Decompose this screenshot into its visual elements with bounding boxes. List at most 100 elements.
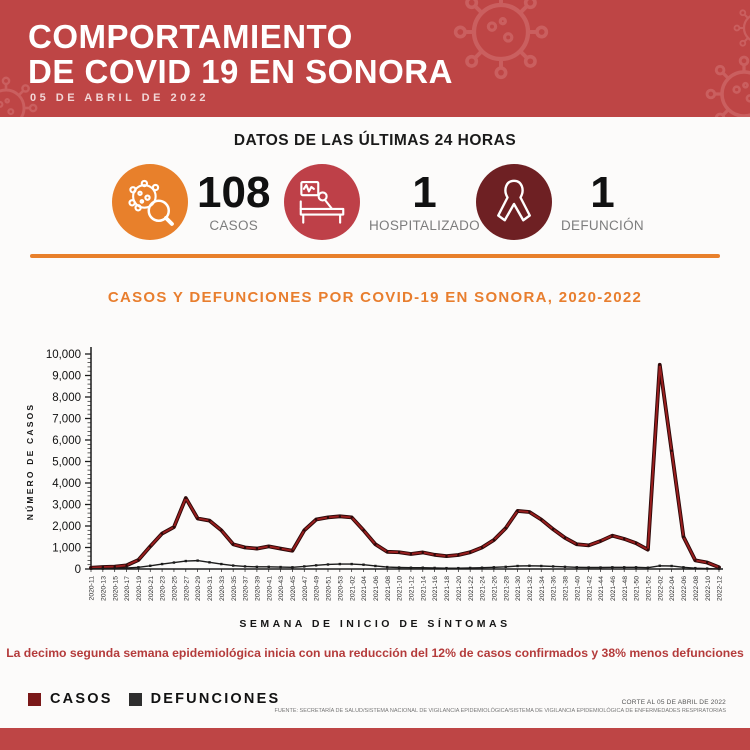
svg-text:2021-26: 2021-26 xyxy=(491,576,498,601)
header-banner: COMPORTAMIENTO DE COVID 19 EN SONORA 05 … xyxy=(0,0,750,117)
orange-divider xyxy=(30,254,720,258)
summary-note: La decimo segunda semana epidemiológica … xyxy=(6,646,744,660)
svg-text:2021-12: 2021-12 xyxy=(409,576,416,601)
chart-legend: CASOS DEFUNCIONES xyxy=(28,691,296,707)
svg-text:2021-04: 2021-04 xyxy=(361,576,368,601)
virus-decoration-icon xyxy=(733,3,750,53)
virus-decoration-icon xyxy=(705,55,750,117)
svg-text:2021-08: 2021-08 xyxy=(385,576,392,601)
svg-text:2020-27: 2020-27 xyxy=(183,576,190,601)
svg-text:2021-34: 2021-34 xyxy=(539,576,546,601)
hospitalized-24h-value: 1 xyxy=(412,168,437,217)
svg-text:2021-02: 2021-02 xyxy=(349,576,356,601)
svg-text:2020-41: 2020-41 xyxy=(266,576,273,601)
svg-text:2020-51: 2020-51 xyxy=(326,576,333,601)
deaths-legend-label: DEFUNCIONES xyxy=(150,691,281,707)
svg-text:0: 0 xyxy=(75,564,81,576)
svg-text:2021-36: 2021-36 xyxy=(551,576,558,601)
cases-24h-label: CASOS xyxy=(209,218,259,233)
hospitalized-24h-label: HOSPITALIZADO xyxy=(369,218,480,233)
svg-text:2022-10: 2022-10 xyxy=(705,576,712,601)
cutoff-date-text: CORTE AL 05 DE ABRIL DE 2022 xyxy=(621,699,726,706)
svg-text:2020-11: 2020-11 xyxy=(89,576,96,601)
page-title: COMPORTAMIENTO DE COVID 19 EN SONORA xyxy=(28,18,453,90)
svg-text:2020-39: 2020-39 xyxy=(254,576,261,601)
svg-text:2021-16: 2021-16 xyxy=(432,576,439,601)
svg-text:6,000: 6,000 xyxy=(52,435,81,447)
svg-text:5,000: 5,000 xyxy=(52,457,81,469)
svg-text:2020-17: 2020-17 xyxy=(124,576,131,601)
deaths-legend-swatch xyxy=(128,692,142,706)
svg-text:2021-24: 2021-24 xyxy=(480,576,487,601)
svg-text:2022-02: 2022-02 xyxy=(657,576,664,601)
svg-text:2022-12: 2022-12 xyxy=(717,576,724,601)
awareness-ribbon-icon xyxy=(476,164,552,240)
x-axis-title: SEMANA DE INICIO DE SÍNTOMAS xyxy=(239,618,511,630)
svg-text:2021-50: 2021-50 xyxy=(634,576,641,601)
svg-text:2021-46: 2021-46 xyxy=(610,576,617,601)
svg-text:2020-15: 2020-15 xyxy=(112,576,119,601)
stat-cases-24h: 108 CASOS xyxy=(112,164,270,240)
svg-text:2021-14: 2021-14 xyxy=(420,576,427,601)
svg-text:2021-22: 2021-22 xyxy=(468,576,475,601)
svg-text:2021-30: 2021-30 xyxy=(515,576,522,601)
svg-text:2020-37: 2020-37 xyxy=(243,576,250,601)
svg-text:2021-40: 2021-40 xyxy=(574,576,581,601)
svg-text:10,000: 10,000 xyxy=(46,349,81,361)
svg-text:2020-23: 2020-23 xyxy=(160,576,167,601)
svg-text:2021-44: 2021-44 xyxy=(598,576,605,601)
svg-text:2020-13: 2020-13 xyxy=(100,576,107,601)
svg-text:7,000: 7,000 xyxy=(52,414,81,426)
svg-text:8,000: 8,000 xyxy=(52,392,81,404)
y-axis-title: NÚMERO DE CASOS xyxy=(24,403,35,521)
svg-text:2022-06: 2022-06 xyxy=(681,576,688,601)
page-title-line1: COMPORTAMIENTO xyxy=(28,18,353,55)
svg-text:2021-20: 2021-20 xyxy=(456,576,463,601)
page-title-line2: DE COVID 19 EN SONORA xyxy=(28,52,453,90)
stat-hospitalized-24h: 1 HOSPITALIZADO xyxy=(284,164,480,240)
svg-text:2021-28: 2021-28 xyxy=(503,576,510,601)
svg-text:2021-52: 2021-52 xyxy=(646,576,653,601)
chart-title: CASOS Y DEFUNCIONES POR COVID-19 EN SONO… xyxy=(107,289,643,306)
svg-text:2020-49: 2020-49 xyxy=(314,576,321,601)
stat-deaths-24h: 1 DEFUNCIÓN xyxy=(476,164,644,240)
source-text: FUENTE: SECRETARÍA DE SALUD/SISTEMA NACI… xyxy=(274,708,726,714)
report-date: 05 DE ABRIL DE 2022 xyxy=(30,92,209,104)
covid-cases-deaths-line-chart: 0 1,000 2,000 3,000 4,000 5,000 6,000 7,000 8,00… xyxy=(24,347,724,601)
svg-text:2021-48: 2021-48 xyxy=(622,576,629,601)
svg-text:2020-19: 2020-19 xyxy=(136,576,143,601)
hospital-bed-icon xyxy=(284,164,360,240)
deaths-24h-value: 1 xyxy=(590,168,615,217)
bottom-red-bar xyxy=(0,728,750,750)
svg-text:2020-25: 2020-25 xyxy=(172,576,179,601)
svg-text:2022-04: 2022-04 xyxy=(669,576,676,601)
cases-24h-value: 108 xyxy=(197,168,271,217)
svg-text:2021-42: 2021-42 xyxy=(586,576,593,601)
svg-text:9,000: 9,000 xyxy=(52,371,81,383)
svg-text:2021-10: 2021-10 xyxy=(397,576,404,601)
svg-text:2020-35: 2020-35 xyxy=(231,576,238,601)
svg-text:2022-08: 2022-08 xyxy=(693,576,700,601)
svg-text:2020-21: 2020-21 xyxy=(148,576,155,601)
svg-text:2020-31: 2020-31 xyxy=(207,576,214,601)
svg-text:2020-33: 2020-33 xyxy=(219,576,226,601)
cases-legend-swatch xyxy=(28,692,41,706)
svg-text:3,000: 3,000 xyxy=(52,500,81,512)
svg-text:2020-47: 2020-47 xyxy=(302,576,309,601)
footer: CORTE AL 05 DE ABRIL DE 2022 FUENTE: SEC… xyxy=(274,699,726,714)
svg-text:2021-32: 2021-32 xyxy=(527,576,534,601)
svg-text:2020-53: 2020-53 xyxy=(337,576,344,601)
virus-search-icon xyxy=(112,164,188,240)
svg-text:2021-38: 2021-38 xyxy=(563,576,570,601)
svg-text:2020-43: 2020-43 xyxy=(278,576,285,601)
stats-heading: DATOS DE LAS ÚLTIMAS 24 HORAS xyxy=(233,132,517,149)
virus-decoration-icon xyxy=(447,0,555,86)
svg-text:1,000: 1,000 xyxy=(52,543,81,555)
svg-text:2021-06: 2021-06 xyxy=(373,576,380,601)
svg-text:4,000: 4,000 xyxy=(52,478,81,490)
deaths-24h-label: DEFUNCIÓN xyxy=(561,218,644,233)
svg-text:2020-45: 2020-45 xyxy=(290,576,297,601)
svg-text:2020-29: 2020-29 xyxy=(195,576,202,601)
svg-text:2021-18: 2021-18 xyxy=(444,576,451,601)
